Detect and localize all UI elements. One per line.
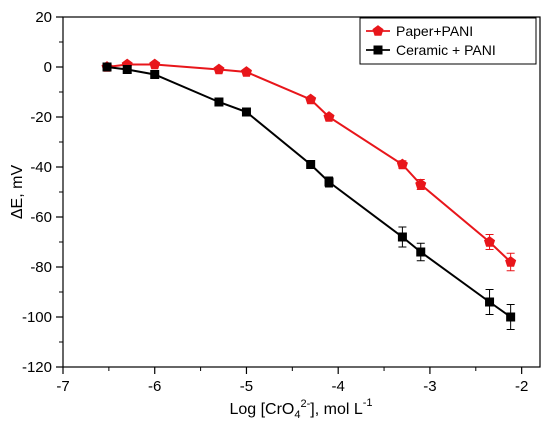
legend-marker-shape <box>373 45 383 55</box>
data-point <box>306 160 316 169</box>
y-tick-label: -120 <box>22 359 52 376</box>
data-point <box>396 158 408 170</box>
legend-label-paper-pani: Paper+PANI <box>396 23 473 39</box>
data-point <box>102 62 112 72</box>
legend-label-ceramic-pani: Ceramic + PANI <box>396 42 496 58</box>
data-point <box>505 256 517 267</box>
series-layer <box>101 58 517 330</box>
x-axis-title: Log [CrO42-], mol L-1 <box>229 397 372 421</box>
x-tick-label: -4 <box>332 378 345 395</box>
data-point <box>305 93 317 105</box>
data-point <box>415 178 427 190</box>
x-tick-label: -7 <box>56 378 69 395</box>
y-tick-label: 20 <box>35 9 52 26</box>
legend-marker-paper-pani <box>372 25 384 36</box>
data-point <box>214 97 224 107</box>
x-tick-label: -2 <box>515 378 528 395</box>
y-axis-title: ΔE, mV <box>9 165 26 220</box>
x-tick-label: -3 <box>423 378 436 395</box>
legend-box <box>359 17 537 65</box>
data-point <box>506 312 516 322</box>
y-tick-label: -100 <box>22 309 52 326</box>
axis-tick-labels: -7 -6 -5 -4 -3 -2 20 0 -20 -40 -60 -80 -100 -120 <box>22 9 528 395</box>
series-1 <box>102 62 516 330</box>
data-point <box>416 247 426 257</box>
legend-marker-ceramic-pani <box>373 45 383 55</box>
x-tick-label: -5 <box>240 378 253 395</box>
y-tick-label: -20 <box>30 109 52 126</box>
legend-marker-shape <box>372 25 384 36</box>
plot-frame <box>62 16 541 368</box>
y-tick-label: -40 <box>30 159 52 176</box>
y-tick-label: -60 <box>30 209 52 226</box>
axis-ticks <box>56 16 523 374</box>
y-tick-label: 0 <box>44 59 52 76</box>
y-tick-label: -80 <box>30 259 52 276</box>
data-point <box>240 66 252 77</box>
legend: Paper+PANI Ceramic + PANI <box>359 17 537 65</box>
x-tick-label: -6 <box>148 378 161 395</box>
data-point <box>397 232 407 242</box>
data-point <box>122 65 132 74</box>
data-point <box>484 236 496 247</box>
data-point <box>150 70 160 79</box>
data-point <box>485 297 495 307</box>
data-point <box>241 107 251 117</box>
data-point <box>213 63 225 75</box>
series-line <box>106 66 512 318</box>
series-0 <box>101 58 517 272</box>
data-point <box>149 58 161 70</box>
data-point <box>324 177 334 187</box>
data-point <box>323 111 335 122</box>
